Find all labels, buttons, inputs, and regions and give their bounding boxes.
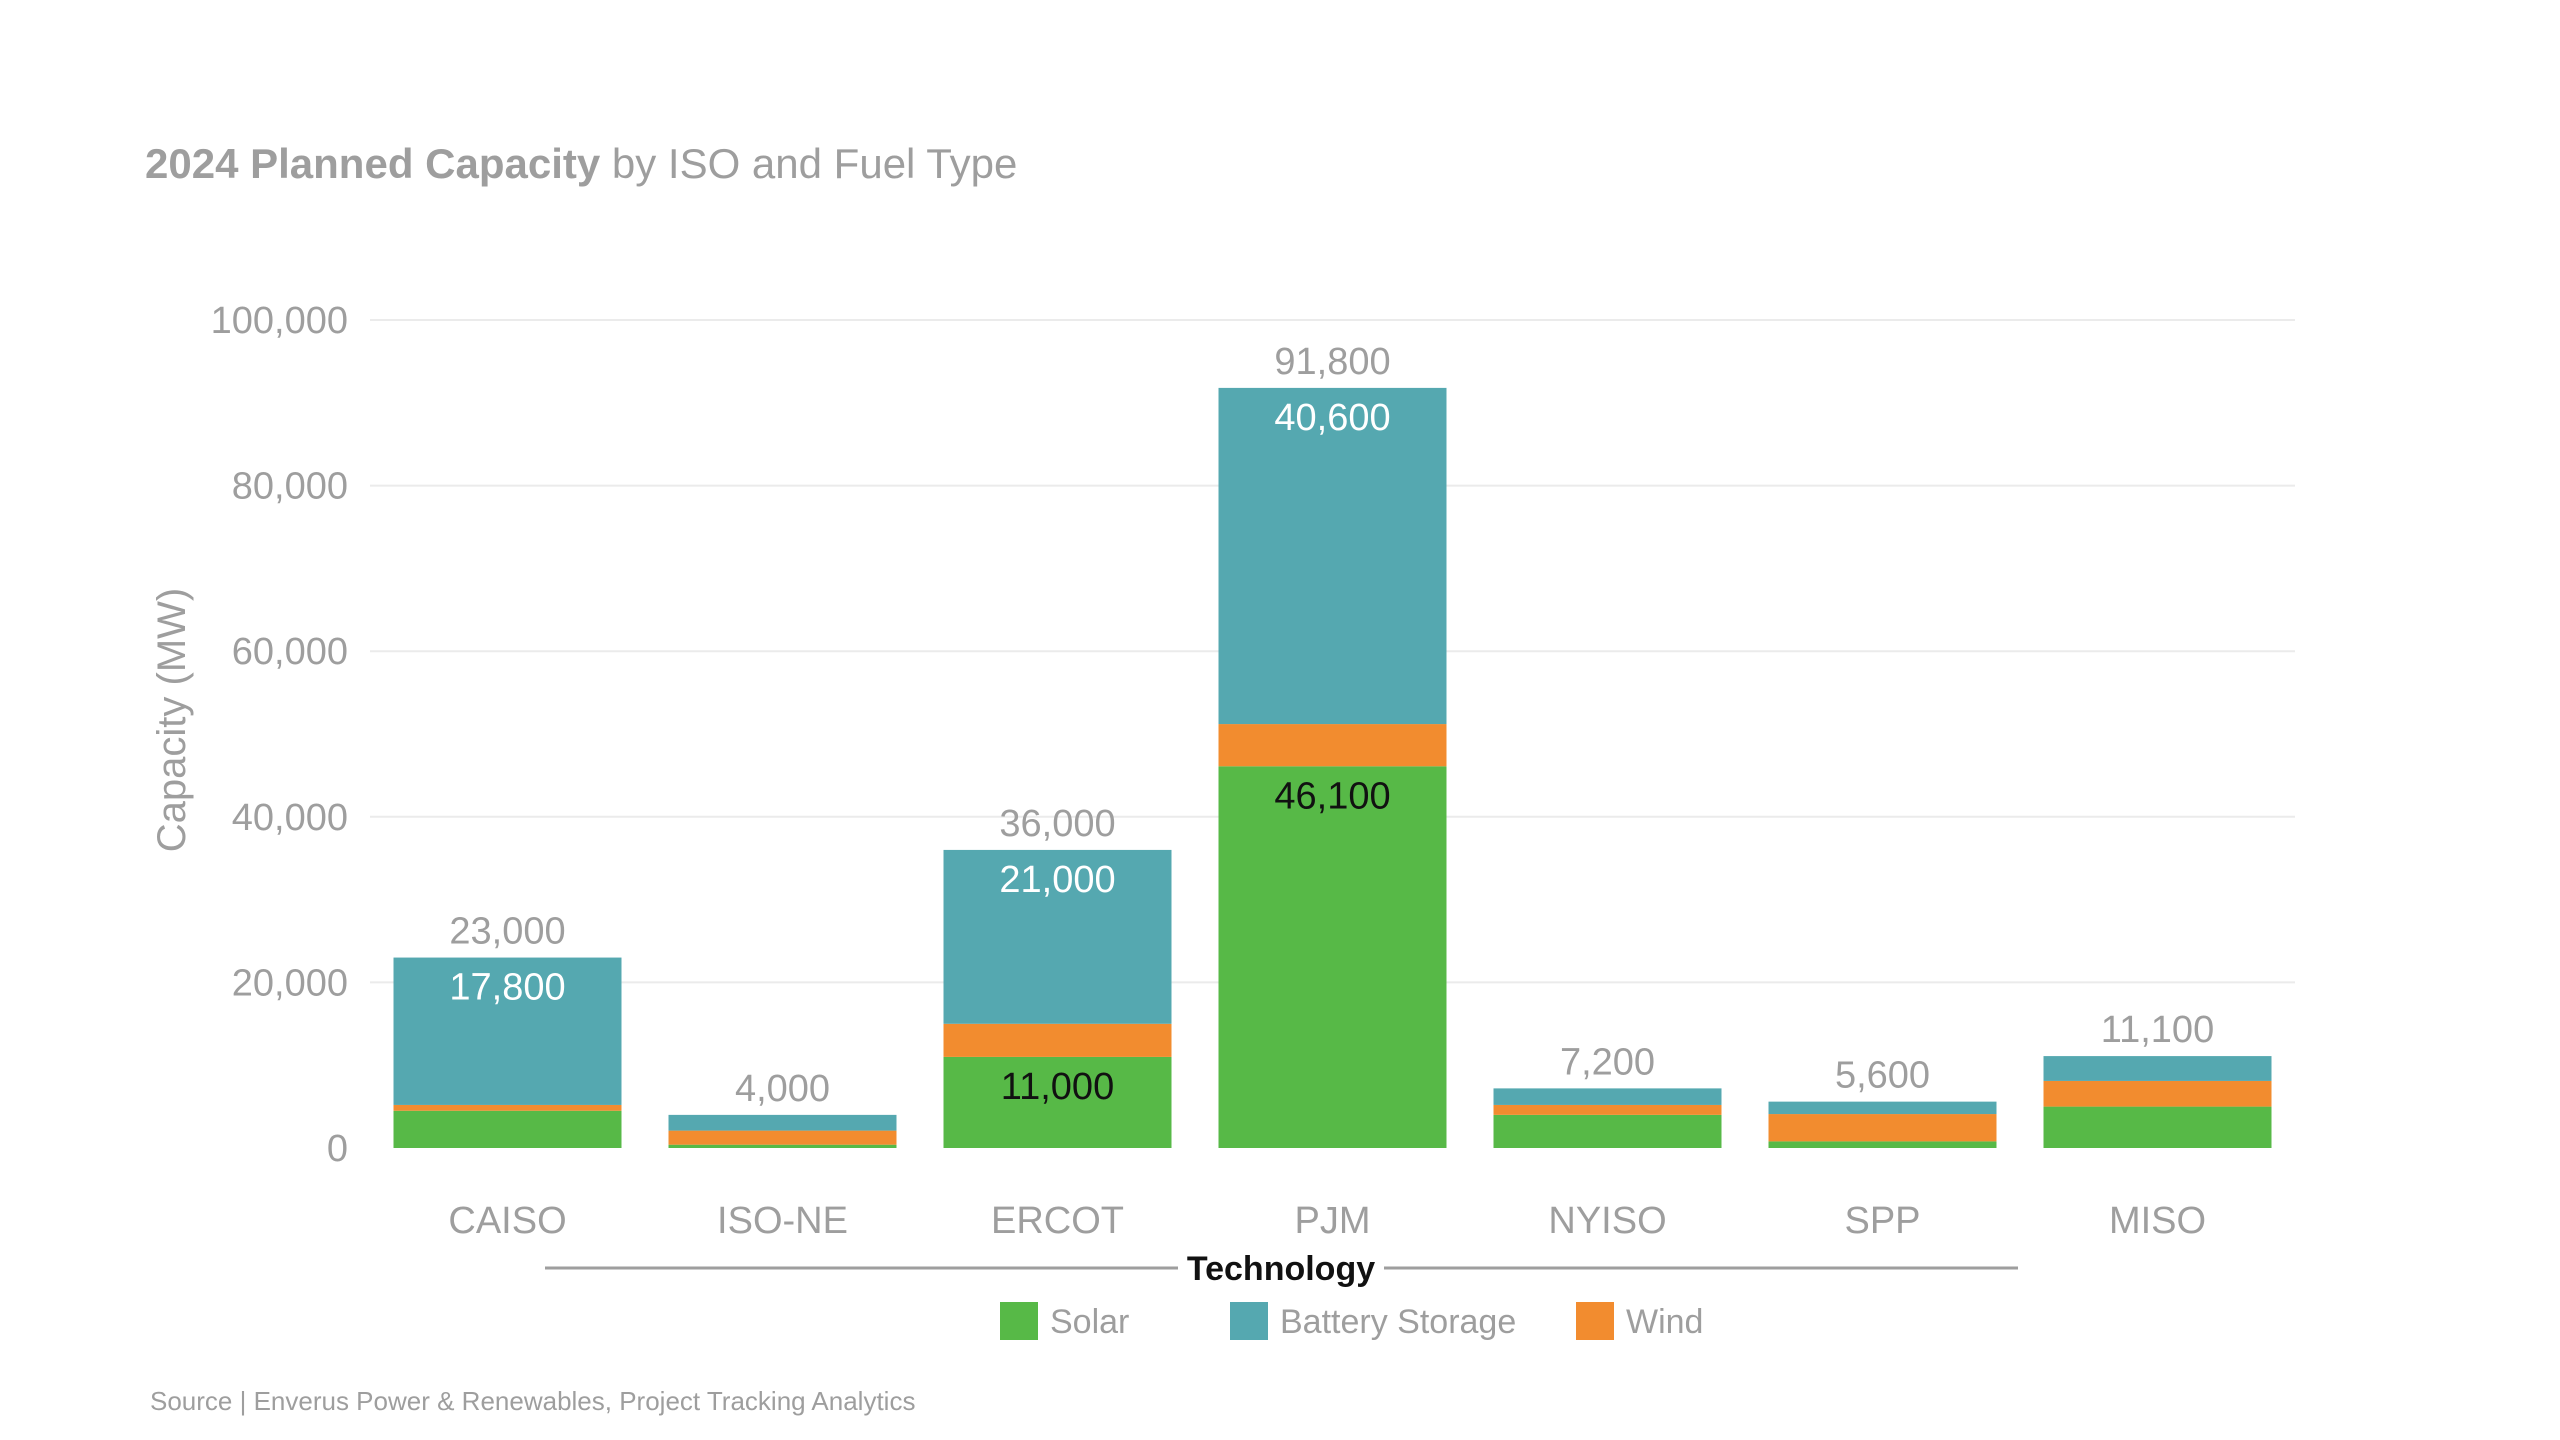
chart-title-bold: 2024 Planned Capacity bbox=[145, 140, 601, 187]
y-tick-label: 40,000 bbox=[232, 797, 348, 839]
segment-label-pjm-battery-storage: 40,600 bbox=[1274, 397, 1390, 439]
x-tick-label-iso-ne: ISO-NE bbox=[717, 1200, 848, 1242]
bar-pjm-solar bbox=[1218, 766, 1447, 1148]
legend-label-battery-storage: Battery Storage bbox=[1280, 1303, 1516, 1341]
bar-ercot-battery-storage bbox=[943, 849, 1172, 1024]
legend-swatch-solar bbox=[1000, 1302, 1038, 1340]
y-axis-ticks: 0 20,000 40,000 60,000 80,000 100,000 bbox=[211, 300, 348, 1170]
bar-iso-ne-battery-storage bbox=[668, 1114, 897, 1131]
legend-label-solar: Solar bbox=[1050, 1303, 1129, 1341]
y-tick-label: 100,000 bbox=[211, 300, 348, 342]
source-note: Source | Enverus Power & Renewables, Pro… bbox=[150, 1386, 915, 1416]
chart-title: 2024 Planned Capacity by ISO and Fuel Ty… bbox=[145, 140, 1017, 187]
bar-spp-wind bbox=[1768, 1114, 1997, 1142]
bar-iso-ne-wind bbox=[668, 1130, 897, 1145]
bar-iso-ne-solar bbox=[668, 1144, 897, 1148]
x-axis-ticks: CAISO ISO-NE ERCOT PJM NYISO SPP MISO bbox=[448, 1200, 2206, 1242]
bar-miso-wind bbox=[2043, 1080, 2272, 1107]
bar-caiso-solar bbox=[393, 1110, 622, 1148]
bar-spp-battery-storage bbox=[1768, 1101, 1997, 1115]
bar-nyiso-battery-storage bbox=[1493, 1088, 1722, 1105]
total-label-nyiso: 7,200 bbox=[1560, 1041, 1655, 1083]
total-label-iso-ne: 4,000 bbox=[735, 1068, 830, 1110]
y-tick-label: 60,000 bbox=[232, 631, 348, 673]
x-tick-label-spp: SPP bbox=[1844, 1200, 1920, 1242]
bar-pjm-wind bbox=[1218, 724, 1447, 767]
legend-label-wind: Wind bbox=[1626, 1303, 1703, 1341]
total-label-spp: 5,600 bbox=[1835, 1055, 1930, 1097]
total-label-pjm: 91,800 bbox=[1274, 341, 1390, 383]
segment-label-ercot-solar: 11,000 bbox=[1001, 1066, 1114, 1108]
bar-caiso-wind bbox=[393, 1104, 622, 1111]
legend-swatch-wind bbox=[1576, 1302, 1614, 1340]
bar-ercot-solar bbox=[943, 1056, 1172, 1148]
total-label-caiso: 23,000 bbox=[449, 911, 565, 953]
legend-title: Technology bbox=[1187, 1250, 1375, 1288]
segment-label-pjm-solar: 46,100 bbox=[1274, 775, 1390, 817]
data-labels: 23,000 17,800 4,000 36,000 11,000 21,000 91,80… bbox=[449, 341, 2214, 1110]
bar-spp-solar bbox=[1768, 1141, 1997, 1148]
y-tick-label: 20,000 bbox=[232, 962, 348, 1004]
bar-nyiso-solar bbox=[1493, 1114, 1722, 1148]
bars bbox=[393, 387, 2272, 1148]
x-tick-label-caiso: CAISO bbox=[448, 1200, 566, 1242]
total-label-ercot: 36,000 bbox=[999, 803, 1115, 845]
bar-ercot-wind bbox=[943, 1023, 1172, 1057]
legend-swatch-battery-storage bbox=[1230, 1302, 1268, 1340]
segment-label-ercot-battery-storage: 21,000 bbox=[999, 859, 1115, 901]
x-tick-label-pjm: PJM bbox=[1295, 1200, 1371, 1242]
y-axis-title: Capacity (MW) bbox=[150, 588, 194, 852]
x-tick-label-miso: MISO bbox=[2109, 1200, 2206, 1242]
bar-nyiso-wind bbox=[1493, 1104, 1722, 1115]
y-tick-label: 0 bbox=[327, 1128, 348, 1170]
legend: Technology Solar Battery Storage Wind bbox=[545, 1250, 2018, 1341]
total-label-miso: 11,100 bbox=[2101, 1009, 2214, 1051]
bar-caiso-battery-storage bbox=[393, 957, 622, 1105]
y-tick-label: 80,000 bbox=[232, 466, 348, 508]
bar-miso-solar bbox=[2043, 1106, 2272, 1148]
chart-title-rest: by ISO and Fuel Type bbox=[600, 140, 1017, 187]
x-tick-label-nyiso: NYISO bbox=[1548, 1200, 1666, 1242]
bar-pjm-battery-storage bbox=[1218, 387, 1447, 725]
segment-label-caiso-battery-storage: 17,800 bbox=[449, 967, 565, 1009]
bar-miso-battery-storage bbox=[2043, 1056, 2272, 1081]
x-tick-label-ercot: ERCOT bbox=[991, 1200, 1124, 1242]
